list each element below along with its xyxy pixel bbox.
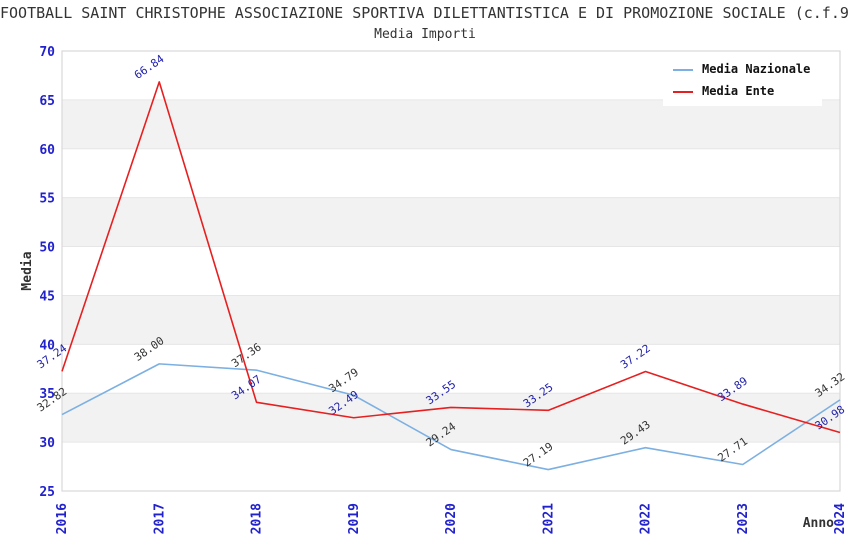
x-tick-label: 2016 <box>55 503 70 534</box>
x-tick-label: 2018 <box>250 503 265 534</box>
x-tick-label: 2024 <box>833 503 848 534</box>
y-tick-label: 55 <box>39 192 55 207</box>
y-tick-label: 60 <box>39 143 55 158</box>
y-tick-label: 40 <box>39 338 55 353</box>
x-tick-label: 2017 <box>152 503 167 534</box>
legend-label-media-ente: Media Ente <box>702 84 775 98</box>
y-tick-label: 35 <box>39 387 55 402</box>
y-tick-label: 25 <box>39 485 55 500</box>
band <box>62 295 840 345</box>
media-ente-value-label: 66.84 <box>132 52 167 82</box>
x-tick-label: 2021 <box>541 503 556 534</box>
y-tick-label: 70 <box>39 45 55 60</box>
band <box>62 197 840 247</box>
y-tick-label: 65 <box>39 94 55 109</box>
x-tick-label: 2023 <box>736 503 751 534</box>
chart-title: FOOTBALL SAINT CHRISTOPHE ASSOCIAZIONE S… <box>0 4 850 22</box>
x-tick-label: 2020 <box>444 503 459 534</box>
x-axis-title: Anno <box>803 516 834 531</box>
band <box>62 99 840 149</box>
y-tick-label: 45 <box>39 289 55 304</box>
media-nazionale-value-label: 27.19 <box>521 440 556 470</box>
y-axis-title: Media <box>20 251 35 290</box>
legend: Media Nazionale Media Ente <box>663 57 823 106</box>
media-nazionale-value-label: 34.79 <box>326 366 361 396</box>
legend-label-media-nazionale: Media Nazionale <box>702 62 811 76</box>
x-tick-label: 2022 <box>639 503 654 534</box>
media-nazionale-line <box>61 363 841 471</box>
y-tick-label: 30 <box>39 436 55 451</box>
media-ente-value-label: 37.22 <box>618 342 653 372</box>
plot-border <box>61 50 841 492</box>
y-tick-label: 50 <box>39 241 55 256</box>
legend-item-media-nazionale: Media Nazionale <box>673 63 810 76</box>
media-ente-line <box>61 81 841 434</box>
media-nazionale-value-label: 37.36 <box>229 340 264 370</box>
band <box>62 393 840 443</box>
media-nazionale-line-sample <box>673 68 693 71</box>
media-ente-line-sample <box>673 90 693 93</box>
chart-subtitle: Media Importi <box>374 27 476 42</box>
x-tick-label: 2019 <box>347 503 362 534</box>
legend-item-media-ente: Media Ente <box>673 85 810 98</box>
